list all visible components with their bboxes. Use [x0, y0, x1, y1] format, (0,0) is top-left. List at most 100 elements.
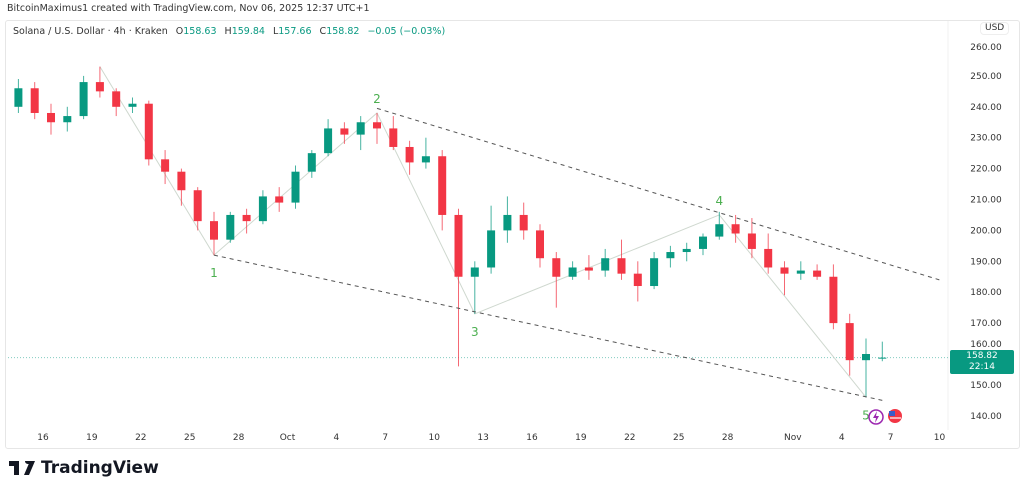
candle-body — [340, 128, 349, 135]
candle-body — [519, 214, 528, 231]
candle-body — [210, 221, 218, 240]
price-tick-label: 160.00 — [970, 340, 1002, 350]
candle-body — [128, 103, 137, 107]
candle-body — [650, 258, 659, 287]
time-tick-label: Nov — [784, 433, 802, 443]
time-tick-label: 7 — [382, 433, 388, 443]
candle-body — [503, 214, 512, 231]
time-tick-label: 13 — [477, 433, 488, 443]
candle-body — [242, 214, 251, 222]
price-tick-label: 230.00 — [970, 134, 1002, 144]
candle-body — [780, 267, 789, 274]
candle-body — [813, 270, 822, 277]
candle-body — [796, 270, 805, 274]
open-label: O — [175, 26, 184, 37]
candle-body — [666, 252, 675, 259]
candle-body — [30, 88, 39, 113]
candle-body — [829, 276, 838, 324]
candle-body — [63, 116, 72, 123]
candle-body — [536, 230, 544, 259]
candle-body — [307, 153, 316, 172]
candle-body — [258, 196, 267, 222]
wave-label-3: 3 — [471, 325, 479, 339]
us-flag-canton-icon — [889, 411, 895, 416]
time-tick-label: 25 — [673, 433, 684, 443]
candle-body — [405, 146, 414, 163]
candle-body — [324, 128, 333, 154]
wave-label-1: 1 — [210, 266, 218, 280]
candle-body — [584, 267, 593, 271]
candle-body — [356, 122, 365, 135]
candle-body — [177, 171, 186, 191]
tradingview-logo-icon — [9, 461, 35, 475]
time-tick-label: 28 — [722, 433, 734, 443]
change-value: −0.05 (−0.03%) — [367, 26, 446, 37]
candle-body — [470, 267, 479, 277]
lightning-glyph-icon — [873, 411, 879, 423]
candle-body — [764, 248, 773, 268]
time-tick-label: 19 — [575, 433, 587, 443]
candle-body — [389, 128, 398, 147]
candle-body — [568, 267, 577, 277]
candle-body — [699, 236, 707, 249]
candle-body — [144, 103, 153, 160]
last-price: 158.82 — [966, 351, 998, 361]
price-tick-label: 210.00 — [970, 196, 1002, 206]
close-value: 158.82 — [326, 26, 360, 37]
candle-body — [291, 171, 300, 203]
candle-body — [682, 248, 691, 253]
time-tick-label: 10 — [428, 433, 440, 443]
symbol-legend: Solana / U.S. Dollar · 4h · Kraken O158.… — [13, 26, 445, 37]
candle-body — [487, 230, 496, 268]
bar-countdown: 22:14 — [969, 362, 995, 372]
time-tick-label: 7 — [888, 433, 894, 443]
price-tick-label: 200.00 — [970, 226, 1002, 236]
trendline-lower[interactable] — [213, 254, 883, 401]
chart-frame — [5, 20, 1020, 449]
high-value: 159.84 — [231, 26, 265, 37]
time-tick-label: 22 — [135, 433, 146, 443]
price-tick-label: 140.00 — [970, 412, 1002, 422]
candle-body — [275, 196, 284, 203]
price-tick-label: 170.00 — [970, 319, 1002, 329]
candle-body — [878, 357, 887, 359]
candle-body — [14, 88, 23, 107]
time-tick-label: 16 — [37, 433, 49, 443]
candle-body — [193, 190, 202, 222]
candle-body — [161, 159, 170, 172]
candle-body — [731, 224, 740, 234]
candle-body — [633, 273, 642, 287]
trendline-upper[interactable] — [376, 107, 940, 281]
high-label: H — [224, 26, 232, 37]
wave-path[interactable] — [99, 66, 867, 398]
wave-label-2: 2 — [373, 92, 381, 106]
time-tick-label: 28 — [233, 433, 245, 443]
symbol-name[interactable]: Solana / U.S. Dollar · 4h · Kraken — [13, 26, 168, 37]
chart-credit: BitcoinMaximus1 created with TradingView… — [7, 3, 370, 14]
tradingview-logo[interactable]: TradingView — [9, 458, 159, 478]
time-tick-label: 19 — [86, 433, 98, 443]
price-tick-label: 240.00 — [970, 103, 1002, 113]
close-label: C — [319, 26, 327, 37]
candle-body — [112, 91, 121, 107]
currency-button[interactable]: USD — [980, 22, 1010, 35]
candle-body — [617, 258, 626, 274]
price-tick-label: 260.00 — [970, 43, 1002, 53]
time-tick-label: 4 — [334, 433, 340, 443]
time-tick-label: 10 — [934, 433, 946, 443]
time-tick-label: 25 — [184, 433, 195, 443]
low-label: L — [272, 26, 279, 37]
open-value: 158.63 — [183, 26, 217, 37]
time-tick-label: 16 — [526, 433, 538, 443]
price-tick-label: 220.00 — [970, 165, 1002, 175]
candle-body — [421, 156, 430, 163]
candle-body — [715, 224, 724, 237]
wave-label-5: 5 — [862, 408, 870, 422]
time-tick-label: Oct — [280, 433, 296, 443]
price-tick-label: 250.00 — [970, 72, 1002, 82]
price-tick-label: 190.00 — [970, 257, 1002, 267]
candle-body — [601, 258, 610, 271]
wave-label-4: 4 — [715, 194, 723, 208]
candle-body — [747, 233, 756, 249]
